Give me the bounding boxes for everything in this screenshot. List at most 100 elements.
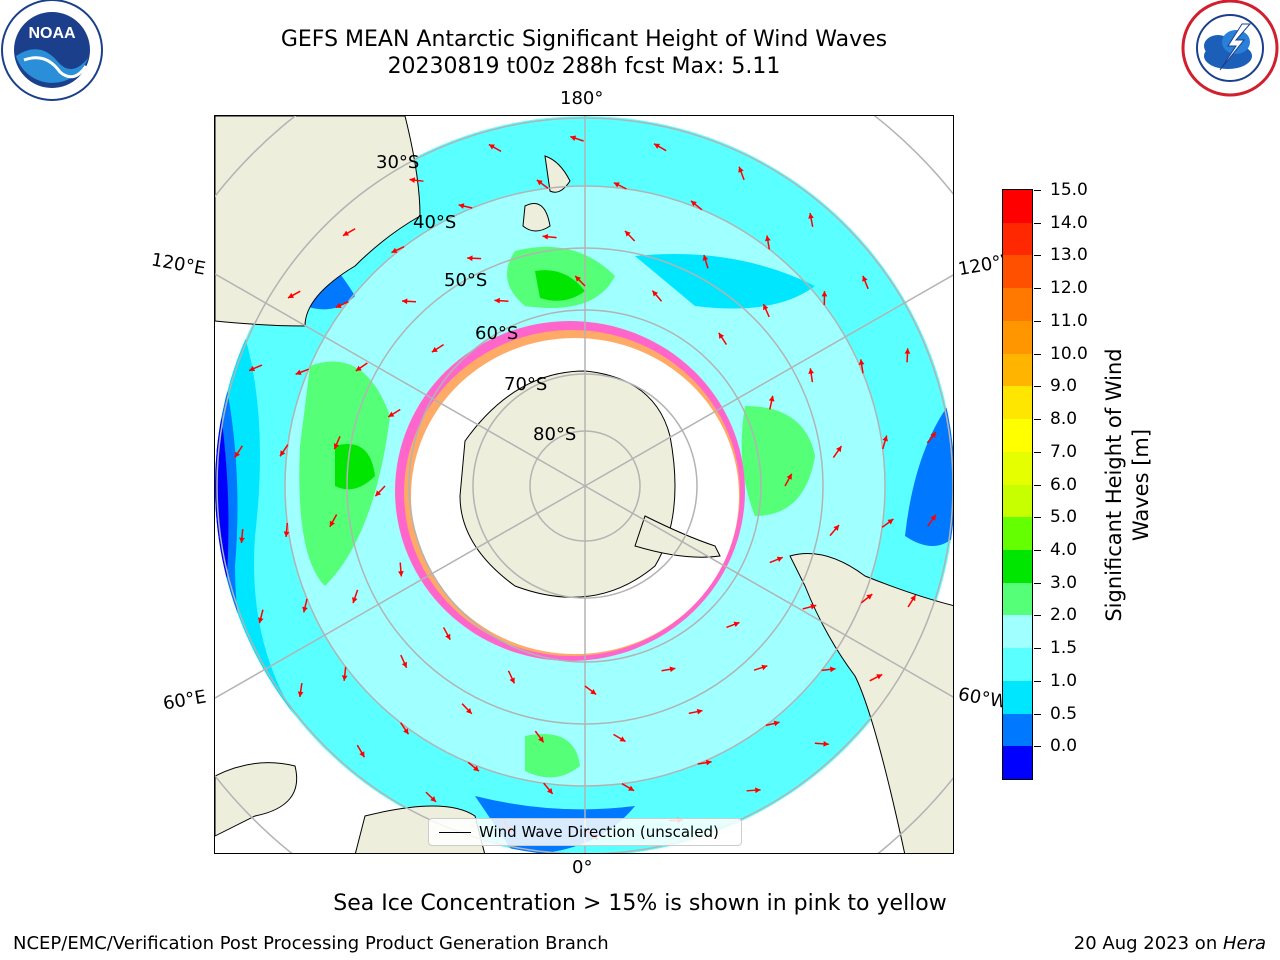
wave-arrow-head	[808, 213, 814, 219]
colorbar-tick-label: 1.5	[1050, 638, 1078, 659]
wave-arrow-head	[882, 435, 888, 442]
colorbar-tick	[1034, 582, 1041, 584]
wave-arrow-head	[821, 291, 828, 297]
wave-arrow-head	[401, 661, 408, 668]
wave-arrow-head	[696, 708, 703, 715]
footer-date-text: 20 Aug 2023 on	[1073, 933, 1223, 954]
colorbar-tick	[1034, 746, 1041, 748]
wave-arrow-head	[669, 666, 676, 673]
wave-arrow-head	[329, 520, 335, 527]
colorbar-segment	[1003, 288, 1032, 322]
footer-date: 20 Aug 2023 on Hera	[1074, 933, 1266, 954]
wave-arrow-head	[624, 230, 631, 237]
lon-label-60e: 60°E	[161, 686, 208, 715]
wave-arrow-head	[391, 247, 398, 253]
wave-arrow-head	[542, 233, 549, 240]
lat-label-50s: 50°S	[444, 270, 488, 291]
madagascar	[215, 762, 298, 837]
colorbar-segment	[1003, 451, 1032, 485]
wave-arrow-head	[359, 751, 365, 758]
wave-arrow-head	[628, 785, 635, 791]
wave-arrow-head	[718, 332, 725, 339]
wave-band-4-5m-north	[535, 270, 585, 301]
wave-arrow-head	[547, 788, 553, 794]
colorbar-tick	[1034, 648, 1041, 650]
wave-arrow-head	[239, 537, 245, 543]
wave-arrow-head	[431, 346, 438, 353]
lon-label-120e: 120°E	[149, 249, 208, 280]
colorbar-tick-label: 4.0	[1050, 539, 1078, 560]
colorbar-segment	[1003, 222, 1032, 256]
colorbar-tick	[1034, 353, 1041, 355]
wave-arrow-head	[409, 177, 416, 183]
wave-band-low-east	[905, 396, 953, 546]
colorbar	[1002, 189, 1033, 780]
graticule	[215, 116, 953, 853]
wave-arrow-head	[862, 275, 868, 282]
chart-title: GEFS MEAN Antarctic Significant Height o…	[280, 27, 888, 52]
wave-arrow-head	[488, 144, 495, 150]
wave-arrow-head	[375, 490, 382, 497]
wave-arrow-head	[808, 368, 814, 374]
wave-arrow-head	[887, 519, 894, 525]
colorbar-segment	[1003, 680, 1032, 715]
wave-arrow-head	[830, 666, 836, 673]
wave-arrow-head	[287, 292, 294, 298]
wave-arrow-head	[280, 450, 286, 457]
wave-arrow-head	[575, 275, 581, 282]
wave-arrow-head	[249, 365, 256, 372]
wave-arrow-head	[866, 594, 873, 600]
footer-machine: Hera	[1222, 933, 1266, 954]
lat-label-70s: 70°S	[504, 374, 548, 395]
wave-arrow-head	[786, 473, 792, 480]
wave-arrow-head	[876, 674, 883, 680]
wave-arrow-head	[613, 182, 620, 188]
wave-arrow-head	[283, 531, 290, 537]
wave-arrow-head	[690, 200, 697, 207]
wave-arrow-head	[401, 298, 408, 305]
colorbar-tick	[1034, 517, 1041, 519]
wave-arrow-head	[836, 446, 842, 453]
wave-arrow-head	[768, 395, 775, 402]
wave-arrow-head	[910, 595, 916, 602]
wave-arrow-head	[764, 235, 771, 242]
colorbar-tick	[1034, 713, 1041, 715]
wave-arrow-head	[398, 571, 404, 577]
wave-band-3-4m-south	[525, 734, 580, 778]
noaa-logo: NOAA	[1, 0, 103, 101]
colorbar-tick-label: 3.0	[1050, 572, 1078, 593]
colorbar-tick	[1034, 288, 1041, 290]
wave-arrow-head	[403, 728, 409, 735]
wave-arrow-head	[352, 597, 358, 604]
colorbar-tick-label: 6.0	[1050, 474, 1078, 495]
colorbar-tick-label: 9.0	[1050, 376, 1078, 397]
wave-band-3-4m-east	[741, 406, 815, 516]
wave-arrow-head	[536, 179, 543, 186]
colorbar-tick-label: 12.0	[1050, 278, 1088, 299]
wave-arrow-head	[755, 787, 761, 794]
colorbar-tick	[1034, 419, 1041, 421]
lat-label-60s: 60°S	[475, 323, 519, 344]
wave-arrow-head	[763, 304, 769, 311]
wave-arrow-head	[509, 677, 515, 684]
legend-label: Wind Wave Direction (unscaled)	[479, 823, 719, 841]
wave-arrow-head	[295, 369, 302, 376]
wave-arrow-head	[858, 359, 865, 366]
colorbar-tick	[1034, 615, 1041, 617]
lat-label-80s: 80°S	[533, 424, 577, 445]
colorbar-tick-label: 13.0	[1050, 245, 1088, 266]
nws-logo	[1181, 0, 1279, 97]
colorbar-segment	[1003, 419, 1032, 453]
colorbar-tick-label: 15.0	[1050, 180, 1088, 200]
lon-label-180: 180°	[560, 88, 604, 109]
colorbar-tick-label: 5.0	[1050, 507, 1078, 528]
wave-arrow-head	[652, 290, 659, 297]
wave-arrow-head	[705, 759, 712, 766]
lon-label-0: 0°	[572, 857, 593, 878]
colorbar-tick-label: 10.0	[1050, 343, 1088, 364]
colorbar-segment	[1003, 386, 1032, 420]
wave-arrow-head	[445, 633, 451, 640]
colorbar-tick-label: 14.0	[1050, 212, 1088, 233]
colorbar-tick-label: 2.0	[1050, 605, 1078, 626]
new-zealand-south	[522, 203, 551, 232]
